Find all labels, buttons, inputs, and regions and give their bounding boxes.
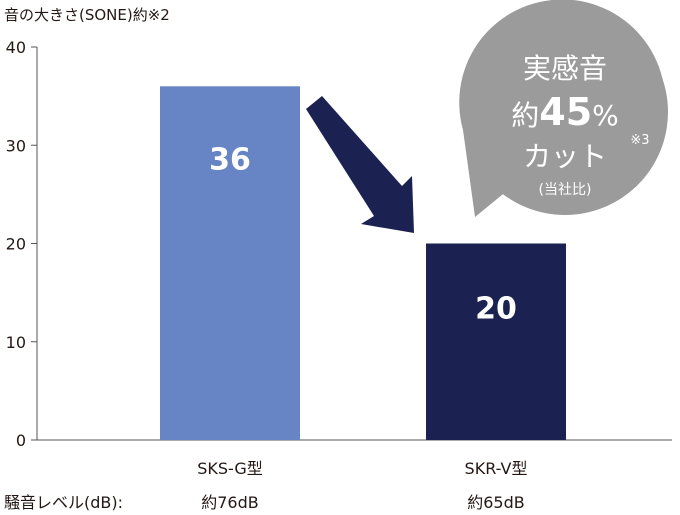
data-label-0: 36 — [209, 143, 251, 178]
annotation-line4: (当社比) — [539, 182, 592, 198]
noise-value-sks-g: 約76dB — [201, 493, 259, 512]
annotation-note: ※3 — [630, 133, 649, 148]
y-tick-label: 40 — [6, 38, 26, 57]
category-label-sks-g: SKS-G型 — [197, 459, 263, 478]
data-label-1: 20 — [475, 291, 517, 326]
speech-bubble — [462, 9, 668, 215]
y-tick-label: 10 — [6, 333, 26, 352]
annotation-line2: 約45% — [511, 90, 619, 134]
noise-level-label: 騒音レベル(dB): — [4, 493, 124, 512]
y-tick-label: 0 — [16, 431, 26, 450]
y-tick-label: 20 — [6, 235, 26, 254]
category-label-skr-v: SKR-V型 — [464, 459, 528, 478]
y-tick-label: 30 — [6, 136, 26, 155]
bar-0 — [160, 86, 300, 441]
annotation-line1: 実感音 — [523, 52, 607, 85]
noise-value-skr-v: 約65dB — [467, 493, 525, 512]
down-arrow-icon — [306, 96, 414, 233]
annotation-line3: カット — [523, 140, 607, 173]
bar-1 — [426, 243, 566, 440]
y-axis-title: 音の大きさ(SONE)約※2 — [4, 6, 170, 24]
